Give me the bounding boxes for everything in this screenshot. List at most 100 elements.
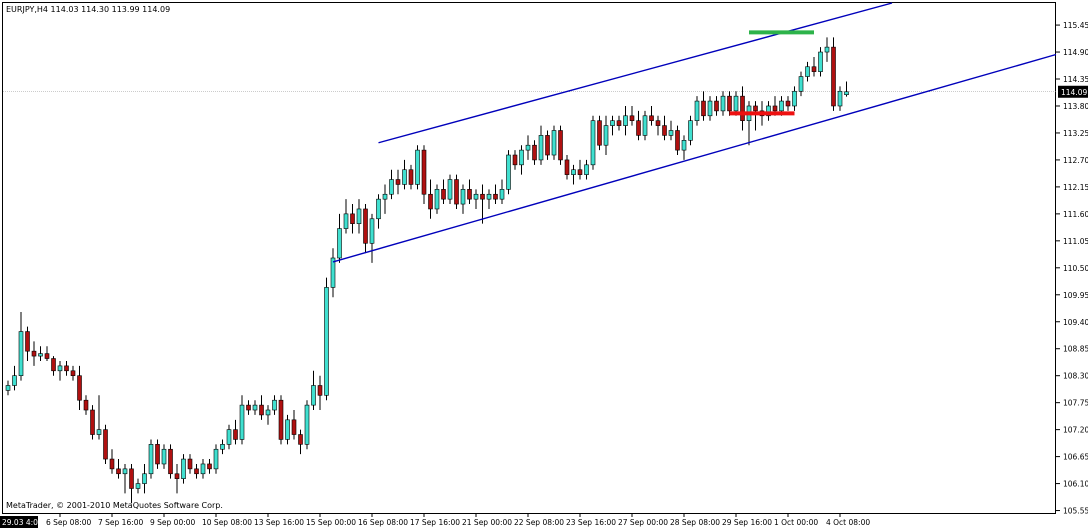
candle-body-bull [499,189,505,200]
candle [649,105,654,126]
candle-body-bull [447,179,453,200]
candle [688,115,693,146]
candle [642,110,648,141]
candle [246,400,251,415]
candle-body-bull [226,429,232,445]
candle-body-bull [330,257,336,288]
candle [44,346,50,361]
candle-body-bull [142,473,147,484]
candle [142,463,147,494]
candle-body-bear [64,365,69,372]
candle [161,444,167,469]
y-tick-label: 115.45 [1063,21,1088,30]
candle [551,125,557,160]
candle [155,439,160,469]
candle [265,405,271,425]
candle-body-bull [506,154,511,190]
candle [103,424,108,464]
y-tick-label: 106.65 [1063,453,1088,462]
candle-body-bull [324,287,329,396]
candle-body-bull [161,448,167,465]
candle-body-bull [304,404,310,445]
candle-body-bull [688,120,693,141]
candle [792,86,797,111]
candle [239,395,245,445]
x-tick-label: 21 Sep 00:00 [462,518,512,527]
candle-body-bull [57,365,63,372]
candle-body-bear [558,130,563,161]
candle [38,346,43,361]
candle-body-bear [194,468,199,475]
candle [298,429,303,455]
candle [90,405,95,440]
candle [844,81,849,97]
candle-body-bear [727,95,732,112]
candle [428,179,433,219]
candle-body-bull [272,399,277,411]
candle-body-bull [590,120,596,166]
candle [330,248,336,298]
candle-body-bull [844,91,849,96]
candle [603,115,609,156]
candle [714,96,719,116]
candle [512,150,518,170]
candle [655,115,661,136]
channel-upper-line[interactable] [378,2,893,144]
candle-body-bear [577,169,583,175]
y-tick-label: 111.60 [1063,210,1088,219]
candle [96,395,102,440]
channel-lower-line[interactable] [332,53,1057,263]
candle [740,86,745,131]
candle-body-bull [220,444,225,450]
y-tick-label: 107.75 [1063,399,1088,408]
x-tick-label: 16 Sep 08:00 [358,518,408,527]
candle-body-bear [278,399,284,440]
candle-body-bear [811,66,817,72]
candle-body-bear [467,189,472,200]
candle [668,120,674,141]
candle [70,365,76,381]
candle [837,86,843,111]
candle-body-bull [252,404,258,411]
candle-body-bear [532,144,537,161]
candle-body-bear [740,95,745,121]
candle [454,174,459,209]
candle [616,115,622,131]
candle-body-bull [389,179,394,195]
cursor-time-label: 29.03 4:00 [2,518,43,527]
candle-body-bear [187,458,193,470]
candle-body-bear [44,353,50,359]
candle-body-bull [551,130,557,156]
y-tick-label: 112.70 [1063,156,1088,165]
candle-body-bear [51,358,56,372]
y-tick-label: 114.35 [1063,75,1088,84]
candle-body-bull [779,100,784,112]
candle-body-bull [213,448,219,470]
candle-body-bear [83,399,89,411]
y-tick-label: 113.80 [1063,102,1088,111]
y-tick-label: 109.40 [1063,318,1088,327]
candle [194,463,199,479]
candle-body-bear [753,105,758,112]
candle [408,164,414,190]
candle-body-bear [480,193,485,200]
candle [701,91,706,121]
candle [538,125,544,165]
candle-body-bear [77,375,82,401]
candle [590,115,596,170]
x-tick-label: 13 Sep 16:00 [254,518,304,527]
candle-body-bull [798,76,804,92]
price-axis: 115.45 114.90 114.35 113.80 113.25 112.70 112.… [1056,21,1088,516]
candle-body-bear [109,458,115,470]
candle-body-bull [623,115,628,126]
candle-body-bull [766,105,771,117]
candle-body-bull [369,218,375,244]
current-price-tag [1058,85,1088,98]
candle-body-bear [246,404,251,411]
candle [187,454,193,474]
candle-body-bear [428,193,433,210]
candle [707,96,713,121]
candle [272,395,277,415]
candle-body-bull [148,444,154,475]
